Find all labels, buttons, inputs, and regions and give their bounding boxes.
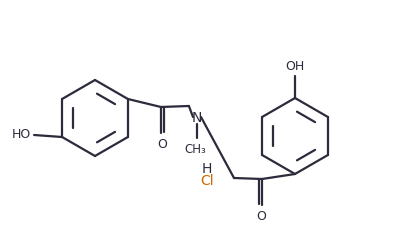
Text: OH: OH <box>285 60 304 73</box>
Text: O: O <box>255 210 265 223</box>
Text: O: O <box>156 138 166 151</box>
Text: HO: HO <box>12 128 31 142</box>
Text: CH₃: CH₃ <box>184 143 205 156</box>
Text: Cl: Cl <box>200 174 213 188</box>
Text: N: N <box>191 111 202 125</box>
Text: H: H <box>201 162 212 176</box>
